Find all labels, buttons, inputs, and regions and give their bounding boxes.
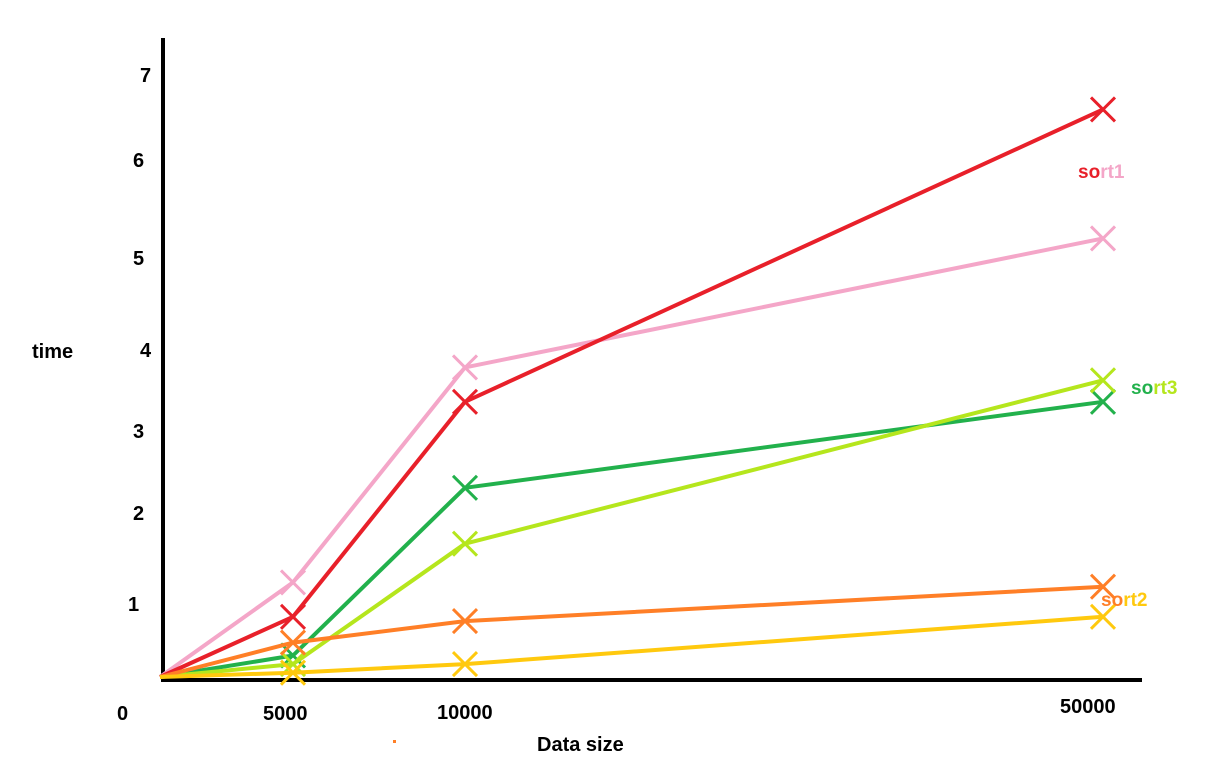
data-point-marker (1089, 96, 1117, 123)
y-tick-label: 3 (133, 421, 144, 443)
stray-dot (393, 740, 396, 743)
series-line (159, 584, 1104, 679)
data-point-marker (1089, 573, 1117, 600)
series-6 (159, 603, 1117, 686)
series-2 (159, 96, 1117, 679)
series-4 (159, 367, 1117, 679)
series-layer (158, 96, 1117, 686)
series-line (159, 399, 1104, 679)
legend-label-sort3: sort3 (1131, 378, 1177, 399)
legend-label-part: so (1078, 162, 1100, 183)
legend-label-sort2: sort2 (1101, 590, 1147, 611)
series-line (158, 236, 1104, 679)
data-point-marker (451, 651, 479, 678)
x-tick-label: 0 (117, 703, 128, 725)
legend-label-part: rt3 (1153, 378, 1177, 399)
x-tick-label: 10000 (437, 702, 493, 724)
series-line (159, 378, 1104, 679)
legend-label-part: rt1 (1100, 162, 1125, 183)
y-axis-title: time (32, 341, 73, 363)
data-point-marker (451, 608, 479, 635)
data-point-marker (1089, 225, 1117, 252)
legend-label-sort1: sort1 (1078, 162, 1125, 183)
x-tick-label: 50000 (1060, 696, 1116, 718)
data-point-marker (451, 474, 479, 501)
series-line (159, 107, 1104, 679)
y-tick-label: 5 (133, 248, 144, 270)
y-tick-label: 2 (133, 503, 144, 525)
legend-label-part: so (1131, 378, 1153, 399)
data-point-marker (1089, 367, 1117, 394)
data-point-marker (279, 569, 307, 596)
series-line (159, 614, 1104, 679)
y-tick-label: 7 (140, 65, 151, 87)
data-point-marker (451, 388, 479, 415)
y-tick-label: 4 (140, 340, 152, 362)
data-point-marker (1089, 603, 1117, 630)
data-point-marker (279, 629, 307, 656)
y-tick-label: 1 (128, 594, 139, 616)
data-point-marker (279, 603, 307, 630)
y-tick-label: 6 (133, 150, 144, 172)
legend-label-part: so (1101, 590, 1123, 611)
data-point-marker (1089, 388, 1117, 415)
x-tick-label: 5000 (263, 703, 308, 725)
data-point-marker (279, 659, 307, 686)
x-axis-title: Data size (537, 734, 624, 756)
series-1 (158, 225, 1117, 679)
legend-label-part: rt2 (1123, 590, 1147, 611)
data-point-marker (451, 354, 479, 381)
series-5 (159, 573, 1117, 679)
data-point-marker (451, 530, 479, 557)
